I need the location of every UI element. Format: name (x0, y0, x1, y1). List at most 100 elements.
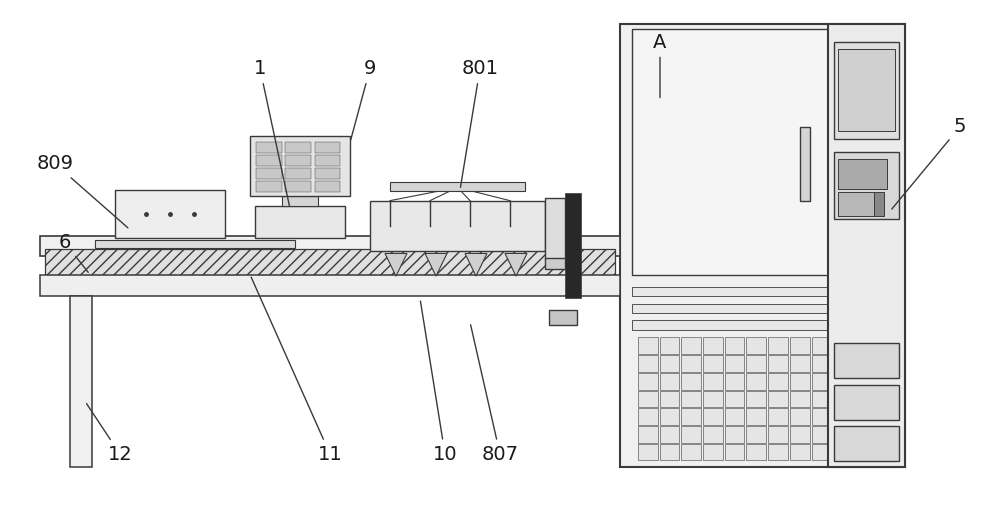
Polygon shape (425, 253, 447, 276)
Bar (746, 391, 766, 407)
Bar (790, 391, 810, 407)
Bar (790, 337, 810, 354)
Bar (746, 373, 766, 390)
Bar (256, 155, 282, 166)
Bar (725, 337, 744, 354)
Bar (256, 181, 282, 192)
Bar (768, 373, 788, 390)
Bar (315, 181, 340, 192)
Bar (632, 29, 837, 275)
Bar (834, 153, 899, 219)
Bar (638, 444, 658, 460)
Bar (834, 426, 899, 461)
Bar (838, 159, 887, 189)
Bar (768, 337, 788, 354)
Bar (660, 391, 679, 407)
Bar (725, 391, 744, 407)
Bar (660, 337, 679, 354)
Bar (834, 42, 899, 139)
Bar (812, 373, 831, 390)
Bar (838, 50, 895, 131)
Bar (681, 337, 701, 354)
Bar (632, 320, 837, 330)
Bar (703, 355, 723, 372)
Bar (115, 190, 225, 238)
Polygon shape (505, 253, 527, 276)
Bar (638, 373, 658, 390)
Polygon shape (465, 253, 487, 276)
Bar (790, 355, 810, 372)
Bar (285, 142, 311, 153)
Bar (660, 355, 679, 372)
Bar (45, 249, 615, 276)
Bar (790, 444, 810, 460)
Bar (746, 444, 766, 460)
Bar (545, 198, 565, 259)
Bar (285, 168, 311, 179)
Bar (834, 384, 899, 420)
Bar (768, 444, 788, 460)
Bar (746, 426, 766, 442)
Bar (834, 343, 899, 378)
Bar (250, 136, 350, 196)
Bar (681, 355, 701, 372)
Bar (812, 391, 831, 407)
Bar (638, 337, 658, 354)
Bar (746, 337, 766, 354)
Bar (315, 142, 340, 153)
Bar (768, 391, 788, 407)
Text: 11: 11 (251, 277, 342, 464)
Text: 801: 801 (460, 59, 498, 187)
Polygon shape (385, 253, 407, 276)
Bar (681, 408, 701, 425)
Text: 10: 10 (420, 301, 457, 464)
Bar (638, 355, 658, 372)
Bar (638, 408, 658, 425)
Bar (800, 127, 810, 201)
Bar (638, 391, 658, 407)
Text: 1: 1 (254, 59, 289, 206)
Bar (660, 408, 679, 425)
Bar (660, 444, 679, 460)
Bar (703, 408, 723, 425)
Bar (725, 408, 744, 425)
Bar (812, 444, 831, 460)
Bar (703, 426, 723, 442)
Bar (703, 373, 723, 390)
Bar (681, 373, 701, 390)
Bar (725, 355, 744, 372)
Bar (285, 155, 311, 166)
Bar (812, 337, 831, 354)
Bar (790, 373, 810, 390)
Bar (660, 373, 679, 390)
Bar (681, 444, 701, 460)
Bar (790, 408, 810, 425)
Text: 5: 5 (892, 117, 966, 209)
Bar (285, 181, 311, 192)
Bar (282, 196, 318, 206)
Bar (790, 426, 810, 442)
Text: A: A (653, 33, 667, 98)
Bar (681, 426, 701, 442)
Bar (638, 426, 658, 442)
Bar (746, 355, 766, 372)
Text: 807: 807 (471, 325, 518, 464)
Bar (370, 201, 545, 251)
Bar (703, 444, 723, 460)
Bar (95, 240, 295, 248)
Bar (40, 236, 620, 256)
Bar (725, 426, 744, 442)
Bar (620, 24, 905, 467)
Bar (40, 275, 620, 296)
Bar (256, 168, 282, 179)
Text: 9: 9 (351, 59, 376, 140)
Bar (632, 304, 837, 313)
Text: 6: 6 (59, 233, 88, 272)
Bar (70, 296, 92, 467)
Bar (315, 155, 340, 166)
Bar (255, 206, 345, 238)
Bar (703, 337, 723, 354)
Bar (874, 192, 884, 216)
Bar (703, 391, 723, 407)
Bar (549, 310, 577, 325)
